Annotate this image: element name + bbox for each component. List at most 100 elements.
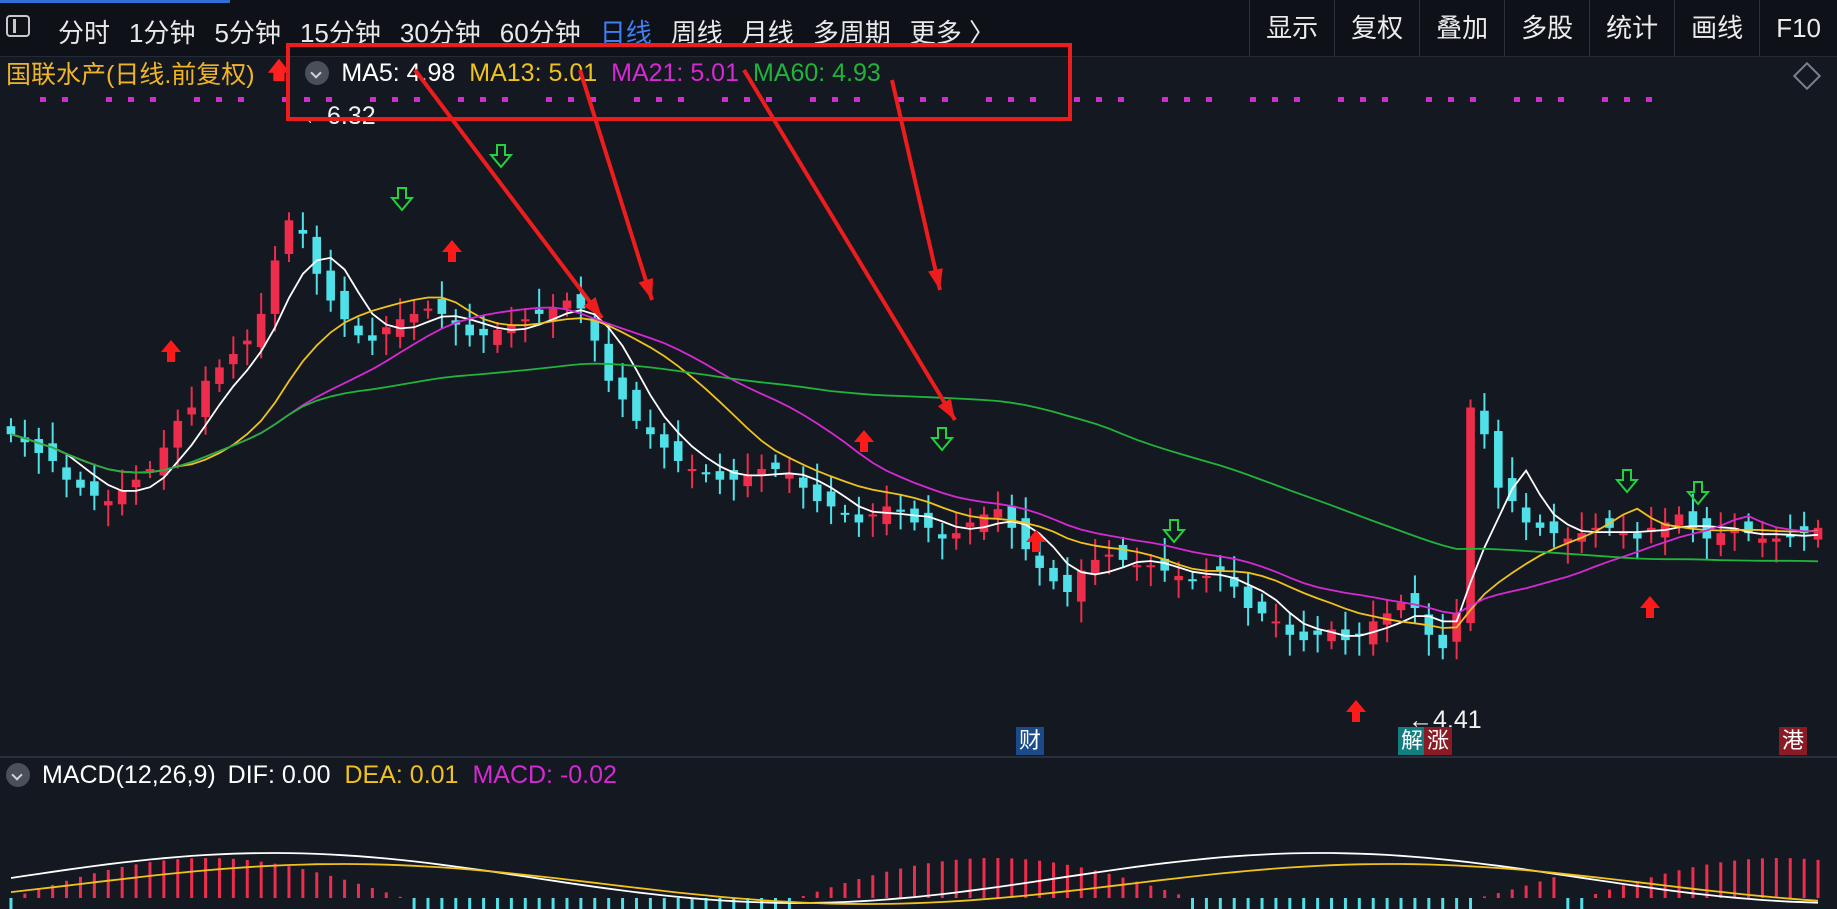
candle-body xyxy=(1076,570,1086,602)
signal-dot xyxy=(986,97,992,102)
signal-dot xyxy=(1272,97,1278,102)
candle-body xyxy=(701,472,711,475)
candle-body xyxy=(62,467,71,480)
candle-body xyxy=(1813,527,1823,540)
candle-body xyxy=(1646,527,1656,533)
sell-arrow-icon xyxy=(929,427,955,452)
candle-body xyxy=(1758,538,1767,543)
tool-button-2[interactable]: 叠加 xyxy=(1419,0,1504,56)
ma13-line xyxy=(10,296,1819,629)
candle-body xyxy=(646,427,655,435)
marker-cai[interactable]: 财 xyxy=(1016,727,1045,755)
dif-line xyxy=(10,852,1819,904)
high-price-label: ←6.32 xyxy=(302,102,376,130)
ma5-value: MA5: 4.98 xyxy=(341,58,456,87)
candle-body xyxy=(590,318,600,341)
sell-arrow-icon xyxy=(488,144,514,169)
candle-body xyxy=(493,329,502,345)
candle-body xyxy=(284,220,294,255)
annotation-box xyxy=(286,43,1072,121)
dea-line xyxy=(10,863,1819,905)
candle-body xyxy=(757,469,766,475)
macd-dif: DIF: 0.00 xyxy=(227,760,331,789)
collapse-icon[interactable] xyxy=(305,61,330,85)
macd-label[interactable]: MACD(12,26,9) xyxy=(42,760,216,789)
candle-body xyxy=(256,313,266,348)
candle-body xyxy=(90,481,99,496)
candle-body xyxy=(20,437,30,443)
candle-body xyxy=(340,290,349,320)
signal-dot xyxy=(1514,97,1520,102)
signal-dot xyxy=(1030,97,1036,102)
signal-dot xyxy=(304,97,310,102)
signal-dot xyxy=(1426,97,1432,102)
signal-dot xyxy=(920,97,926,102)
signal-dot xyxy=(1360,97,1366,102)
candle-body xyxy=(1285,624,1295,635)
candle-body xyxy=(924,512,933,528)
candle-body xyxy=(326,270,335,301)
panel-toggle-icon[interactable] xyxy=(6,15,30,37)
tool-button-5[interactable]: 画线 xyxy=(1674,0,1759,56)
candle-body xyxy=(1688,511,1698,528)
candle-body xyxy=(1243,586,1253,609)
tool-button-6[interactable]: F10 xyxy=(1759,0,1837,56)
candle-body xyxy=(215,367,224,384)
candle-body xyxy=(117,490,127,505)
signal-dot xyxy=(1008,97,1014,102)
tab-0[interactable]: 分时 xyxy=(58,18,111,48)
signal-dot xyxy=(502,97,508,102)
candle-body xyxy=(1188,579,1197,582)
tab-1[interactable]: 1分钟 xyxy=(129,18,196,48)
tool-button-3[interactable]: 多股 xyxy=(1504,0,1589,56)
signal-dot xyxy=(1470,97,1476,102)
signal-dot xyxy=(282,97,288,102)
tool-button-4[interactable]: 统计 xyxy=(1589,0,1674,56)
candle-body xyxy=(1674,514,1684,526)
tool-button-1[interactable]: 复权 xyxy=(1334,0,1419,56)
signal-dot xyxy=(414,97,420,102)
buy-arrow-icon xyxy=(161,340,181,362)
signal-dot xyxy=(1096,97,1102,102)
sell-arrow-icon xyxy=(1685,481,1711,506)
candle-body xyxy=(1799,526,1809,534)
candle-body xyxy=(618,377,627,400)
marker-gang[interactable]: 港 xyxy=(1779,727,1808,755)
candle-body xyxy=(1494,431,1503,488)
candle-body xyxy=(687,469,697,471)
signal-dot xyxy=(546,97,552,102)
signal-dot xyxy=(128,97,134,102)
tool-button-0[interactable]: 显示 xyxy=(1249,0,1334,56)
tab-2[interactable]: 5分钟 xyxy=(214,18,281,48)
candle-body xyxy=(604,343,613,381)
candle-body xyxy=(103,501,113,506)
candle-body xyxy=(479,328,488,336)
candle-body xyxy=(520,319,530,322)
buy-arrow-icon xyxy=(1640,596,1660,618)
ma13-value: MA13: 5.01 xyxy=(469,58,598,87)
candle-body xyxy=(798,477,808,488)
sell-arrow-icon xyxy=(1614,469,1640,494)
signal-dot xyxy=(62,97,68,102)
candle-body xyxy=(965,522,975,527)
macd-dea: DEA: 0.01 xyxy=(344,760,459,789)
candle-body xyxy=(812,484,822,502)
macd-collapse-icon[interactable] xyxy=(6,763,30,787)
signal-dot xyxy=(1184,97,1190,102)
candle-body xyxy=(1049,567,1058,582)
marker-jie[interactable]: 解 xyxy=(1398,727,1427,755)
signal-dot xyxy=(1448,97,1454,102)
buy-arrow-icon xyxy=(854,430,874,452)
marker-zhang[interactable]: 涨 xyxy=(1424,727,1453,755)
signal-dot xyxy=(1646,97,1652,102)
annotation-arrowhead xyxy=(928,268,943,290)
candle-body xyxy=(1521,507,1531,523)
candle-body xyxy=(1007,505,1017,528)
candle-body xyxy=(1021,518,1031,550)
candle-body xyxy=(1146,565,1156,568)
annotation-arrow xyxy=(742,68,957,422)
stock-name[interactable]: 国联水产 xyxy=(6,61,107,89)
candle-body xyxy=(1355,633,1364,636)
signal-dot xyxy=(678,97,684,102)
